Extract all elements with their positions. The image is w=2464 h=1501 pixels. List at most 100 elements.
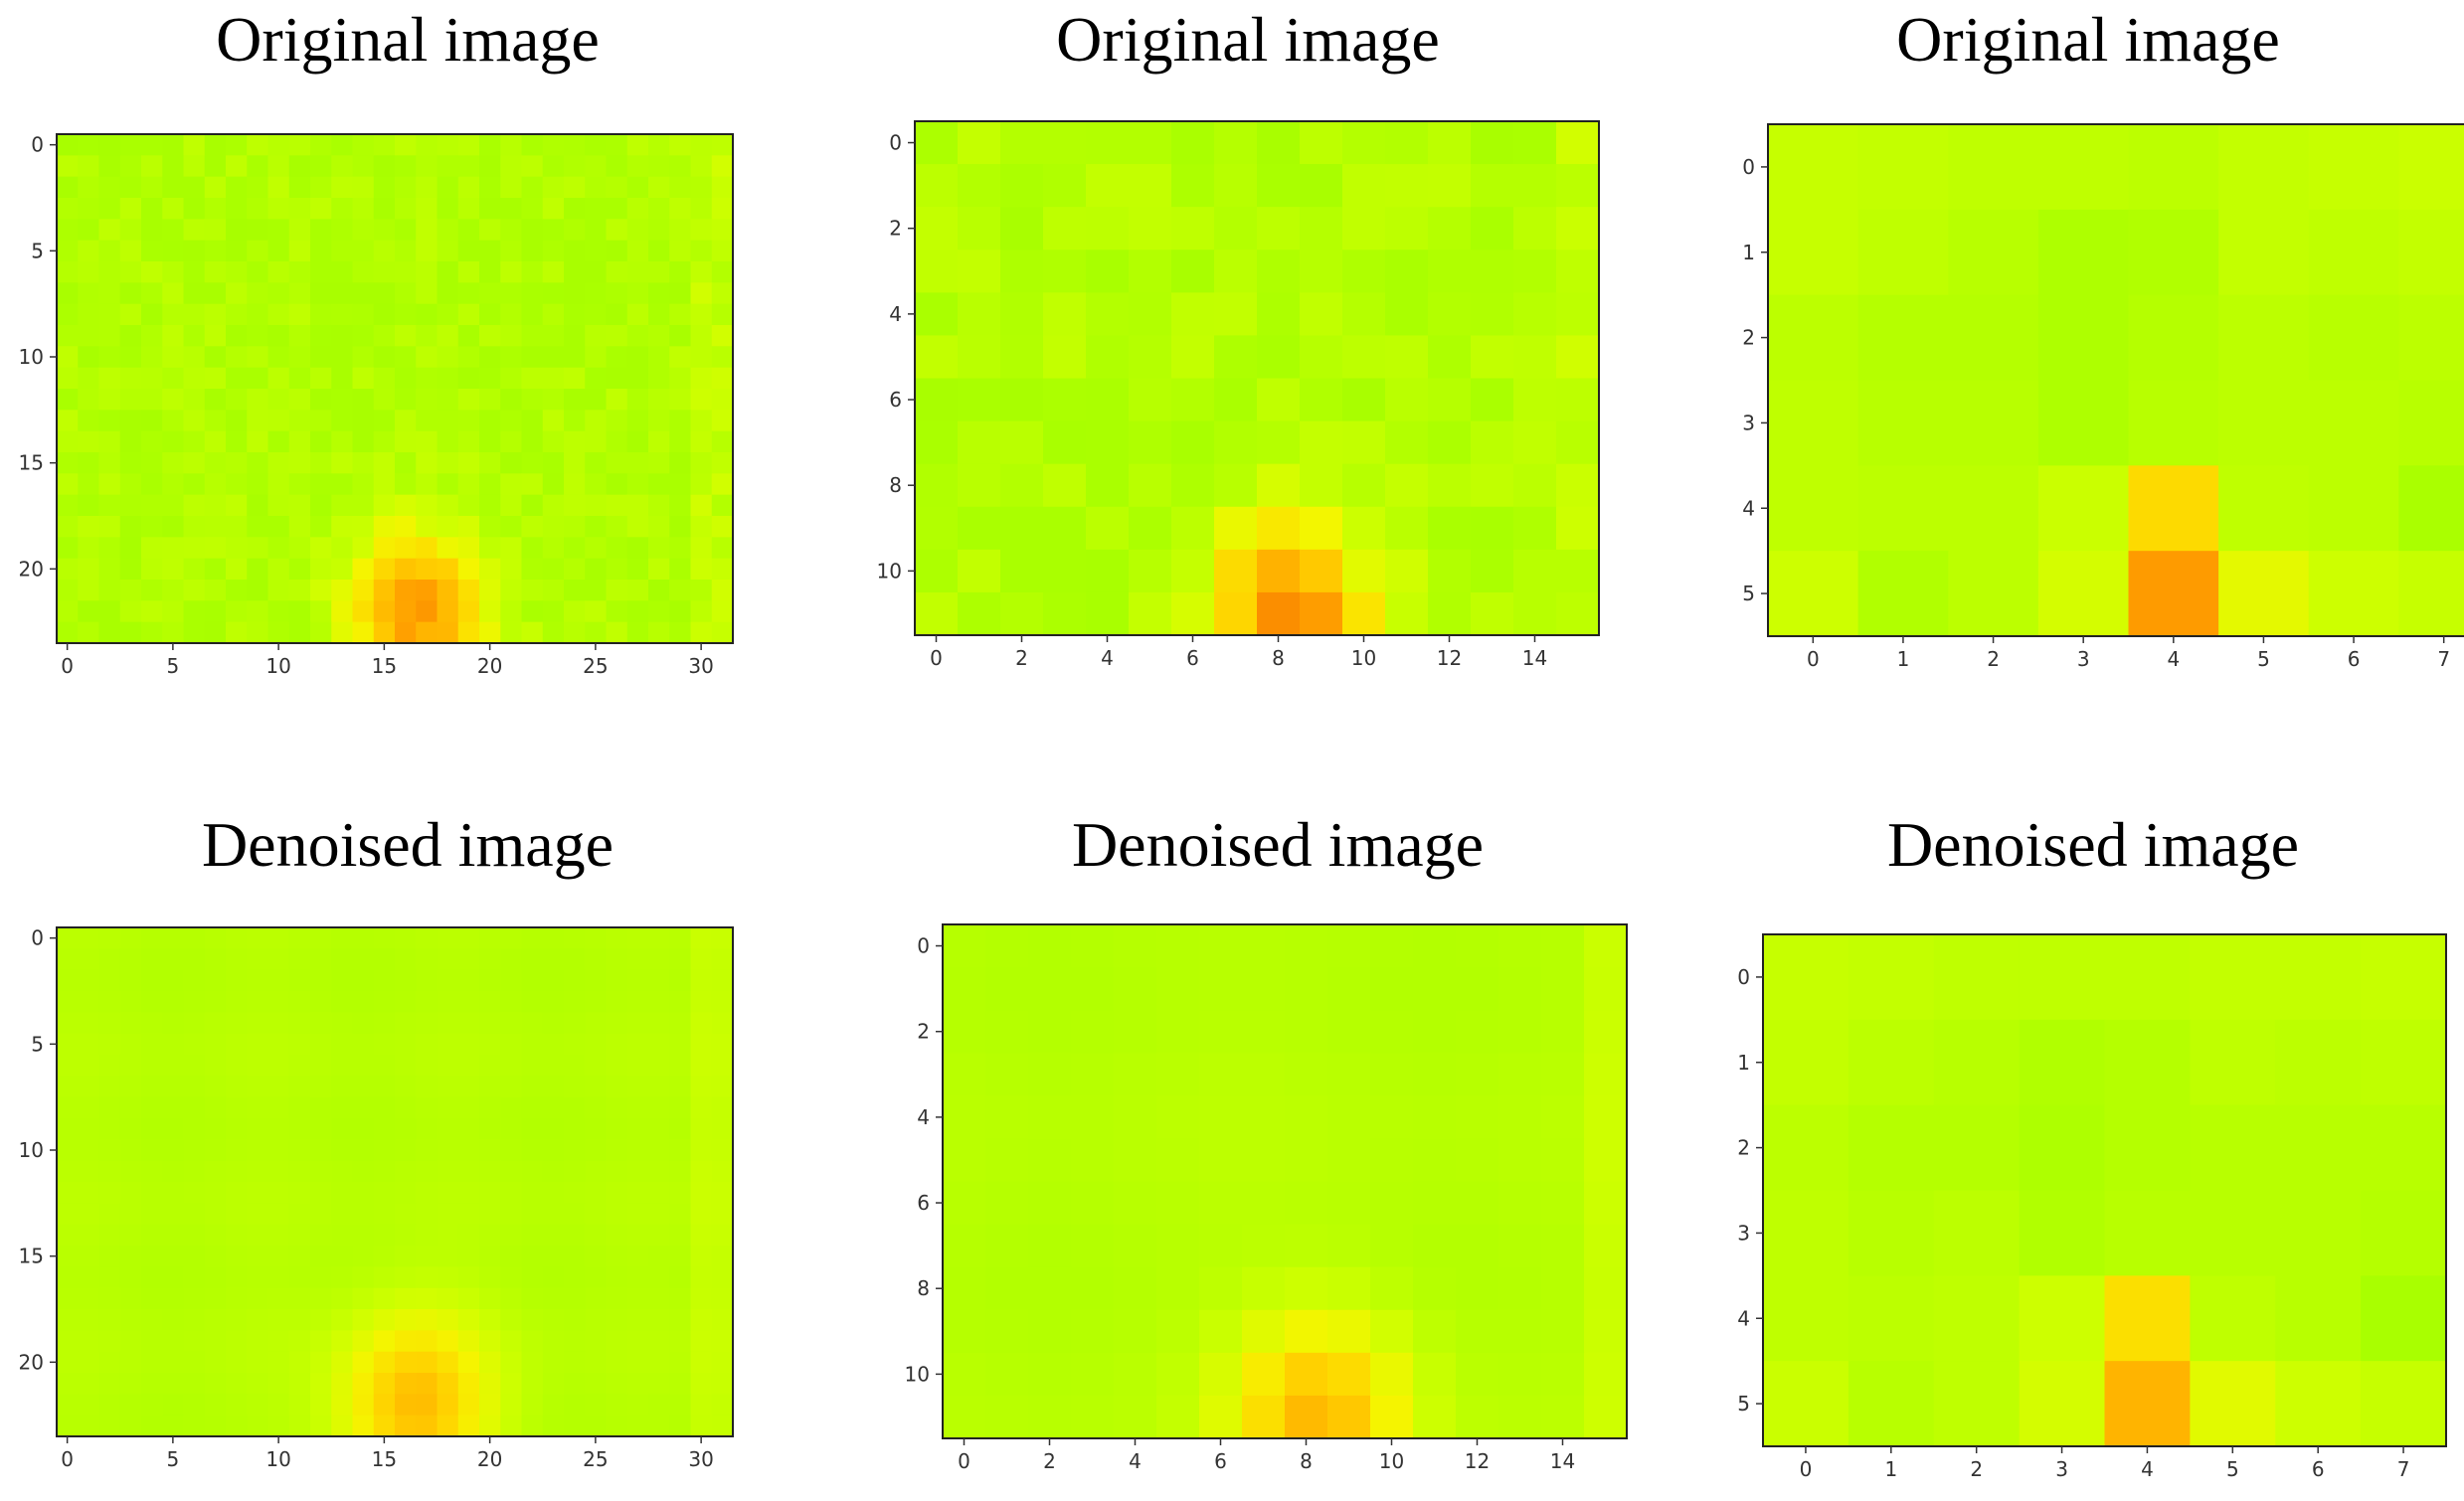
heatmap-cell <box>500 537 523 560</box>
heatmap-cell <box>78 389 100 411</box>
heatmap-cell <box>521 1415 544 1437</box>
heatmap-cell <box>521 346 544 369</box>
heatmap-cell <box>564 1118 586 1140</box>
heatmap-cell <box>542 1330 565 1353</box>
heatmap-cell <box>690 198 713 220</box>
heatmap-cell <box>500 134 523 156</box>
heatmap-cell <box>2019 1019 2106 1106</box>
heatmap-cell <box>1370 1266 1414 1311</box>
heatmap-cell <box>1071 1309 1115 1354</box>
heatmap-cell <box>288 473 311 496</box>
heatmap-cell <box>395 410 417 432</box>
heatmap-cell <box>690 367 713 390</box>
heatmap-cell <box>457 176 480 199</box>
heatmap-cell <box>958 164 1001 208</box>
heatmap-cell <box>98 494 121 517</box>
heatmap-cell <box>204 1266 227 1289</box>
heatmap-cell <box>915 506 959 551</box>
heatmap-cell <box>1498 1181 1542 1226</box>
heatmap-cell <box>500 452 523 474</box>
heatmap-cell <box>457 516 480 538</box>
heatmap-cell <box>331 1246 354 1267</box>
heatmap-cell <box>564 1160 586 1183</box>
x-tick-label: 15 <box>372 1447 397 1471</box>
heatmap-cell <box>542 948 565 971</box>
heatmap-cell <box>288 1033 311 1056</box>
heatmap-cell <box>1327 1138 1371 1183</box>
heatmap-cell <box>1584 1395 1628 1439</box>
y-tick-label: 3 <box>1737 1221 1750 1245</box>
heatmap-cell <box>711 600 734 623</box>
heatmap-cell <box>288 1330 311 1353</box>
heatmap-cell <box>1214 250 1258 293</box>
heatmap-cell <box>521 367 544 390</box>
heatmap-cell <box>247 303 269 326</box>
heatmap-cell <box>1541 1010 1585 1054</box>
heatmap-cell <box>416 1266 439 1289</box>
heatmap-cell <box>416 367 439 390</box>
heatmap-cell <box>479 155 501 178</box>
heatmap-cell <box>1156 924 1200 968</box>
heatmap-cell <box>1043 164 1087 208</box>
heatmap-cell <box>437 1118 459 1140</box>
heatmap-cell <box>141 1287 163 1310</box>
heatmap-cell <box>711 1309 734 1331</box>
heatmap-cell <box>626 1224 649 1247</box>
heatmap-cell <box>1242 1095 1286 1140</box>
heatmap-cell <box>1043 250 1087 293</box>
x-tick-label: 1 <box>1897 647 1910 671</box>
heatmap-cell <box>542 176 565 199</box>
heatmap-cell <box>1156 1352 1200 1397</box>
heatmap-cell <box>183 452 206 474</box>
heatmap-cell <box>1385 121 1429 165</box>
heatmap-cell <box>711 1415 734 1437</box>
heatmap-cell <box>943 924 986 968</box>
heatmap-cell <box>585 558 608 581</box>
heatmap-cell <box>162 991 185 1013</box>
heatmap-cell <box>648 1415 670 1437</box>
heatmap-cell <box>648 516 670 538</box>
heatmap-cell <box>564 1224 586 1247</box>
heatmap-cell <box>585 325 608 347</box>
heatmap-cell <box>373 1096 396 1119</box>
heatmap-cell <box>395 948 417 971</box>
heatmap-cell <box>226 1012 248 1035</box>
heatmap-cell <box>373 948 396 971</box>
heatmap-cell <box>711 1330 734 1353</box>
heatmap-cell <box>247 1373 269 1395</box>
heatmap-cell <box>437 282 459 305</box>
heatmap-cell <box>690 282 713 305</box>
heatmap-cell <box>288 1139 311 1162</box>
heatmap-cell <box>288 346 311 369</box>
heatmap-cell <box>669 1055 692 1077</box>
heatmap-cell <box>226 1246 248 1267</box>
heatmap-cell <box>521 1182 544 1204</box>
heatmap-cell <box>119 219 142 242</box>
heatmap-cell <box>162 303 185 326</box>
heatmap-cell <box>395 1139 417 1162</box>
heatmap-cell <box>500 473 523 496</box>
heatmap-cell <box>352 1076 375 1098</box>
heatmap-cell <box>247 430 269 453</box>
heatmap-cell <box>141 410 163 432</box>
heatmap-cell <box>395 1266 417 1289</box>
heatmap-cell <box>648 948 670 971</box>
heatmap-cell <box>141 600 163 623</box>
heatmap-cell <box>57 346 79 369</box>
heatmap-cell <box>690 969 713 992</box>
heatmap-cell <box>1214 420 1258 465</box>
heatmap-cell <box>457 1394 480 1417</box>
heatmap-cell <box>78 1055 100 1077</box>
heatmap-cell <box>1342 121 1386 165</box>
heatmap-cell <box>626 346 649 369</box>
heatmap-cell <box>247 1309 269 1331</box>
heatmap-cell <box>1156 1224 1200 1268</box>
heatmap-cell <box>57 452 79 474</box>
heatmap-cell <box>183 1246 206 1267</box>
heatmap-cell <box>457 452 480 474</box>
heatmap-cell <box>416 558 439 581</box>
heatmap-cell <box>1000 292 1044 337</box>
heatmap-cell <box>1456 1010 1499 1054</box>
heatmap-cell <box>626 367 649 390</box>
